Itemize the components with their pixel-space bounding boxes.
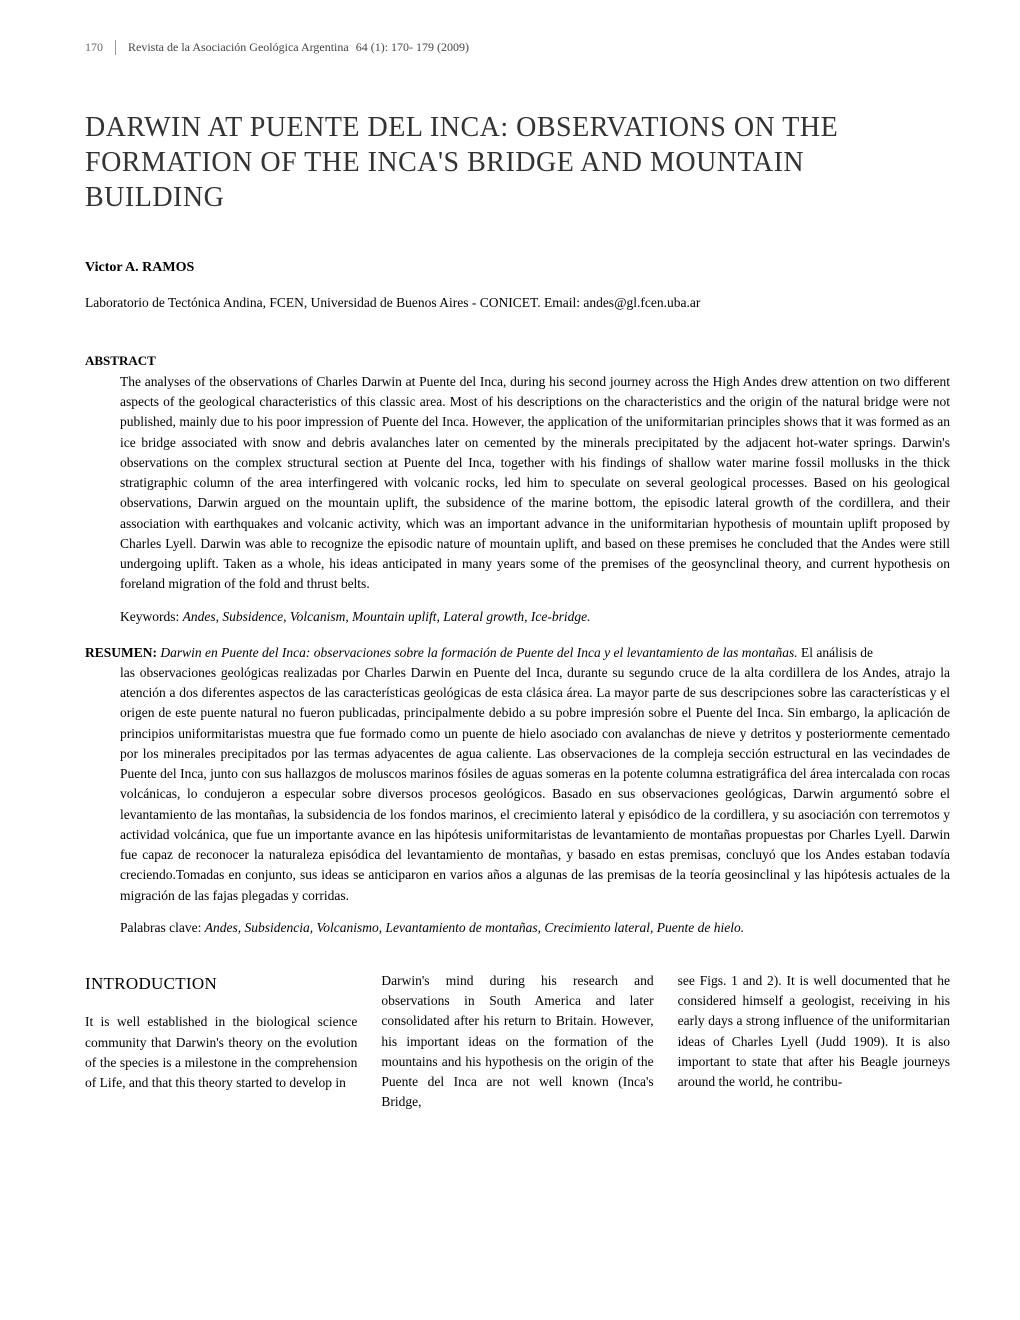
keywords-value: Andes, Subsidence, Volcanism, Mountain u…	[183, 609, 591, 624]
resumen-first-remainder: El análisis de	[798, 645, 873, 660]
intro-column-1: INTRODUCTION It is well established in t…	[85, 971, 357, 1113]
journal-name: Revista de la Asociación Geológica Argen…	[128, 40, 469, 55]
resumen-text: las observaciones geológicas realizadas …	[85, 663, 950, 906]
journal-title: Revista de la Asociación Geológica Argen…	[128, 40, 349, 54]
keywords-label: Keywords:	[120, 609, 179, 624]
resumen-block: RESUMEN: Darwin en Puente del Inca: obse…	[85, 643, 950, 936]
page-number: 170	[85, 40, 116, 55]
palabras-line: Palabras clave: Andes, Subsidencia, Volc…	[85, 920, 950, 936]
article-title: DARWIN AT PUENTE DEL INCA: OBSERVATIONS …	[85, 110, 950, 215]
resumen-italic-title: Darwin en Puente del Inca: observaciones…	[160, 645, 797, 660]
keywords-line: Keywords: Andes, Subsidence, Volcanism, …	[120, 609, 950, 625]
resumen-label: RESUMEN:	[85, 645, 157, 660]
running-header: 170 Revista de la Asociación Geológica A…	[85, 40, 950, 55]
author-name: Victor A. RAMOS	[85, 260, 950, 276]
introduction-heading: INTRODUCTION	[85, 971, 357, 997]
intro-text-3: see Figs. 1 and 2). It is well documente…	[678, 971, 950, 1093]
resumen-first-line: RESUMEN: Darwin en Puente del Inca: obse…	[85, 643, 950, 663]
palabras-value: Andes, Subsidencia, Volcanismo, Levantam…	[205, 920, 744, 935]
intro-column-2: Darwin's mind during his research and ob…	[381, 971, 653, 1113]
author-affiliation: Laboratorio de Tectónica Andina, FCEN, U…	[85, 294, 950, 313]
intro-text-1: It is well established in the biological…	[85, 1012, 357, 1093]
abstract-text: The analyses of the observations of Char…	[120, 372, 950, 595]
introduction-section: INTRODUCTION It is well established in t…	[85, 971, 950, 1113]
intro-column-3: see Figs. 1 and 2). It is well documente…	[678, 971, 950, 1113]
abstract-label: ABSTRACT	[85, 353, 950, 369]
intro-text-2: Darwin's mind during his research and ob…	[381, 971, 653, 1113]
volume-info: 64 (1): 170- 179 (2009)	[356, 40, 469, 54]
abstract-block: The analyses of the observations of Char…	[85, 372, 950, 625]
palabras-label: Palabras clave:	[120, 920, 201, 935]
